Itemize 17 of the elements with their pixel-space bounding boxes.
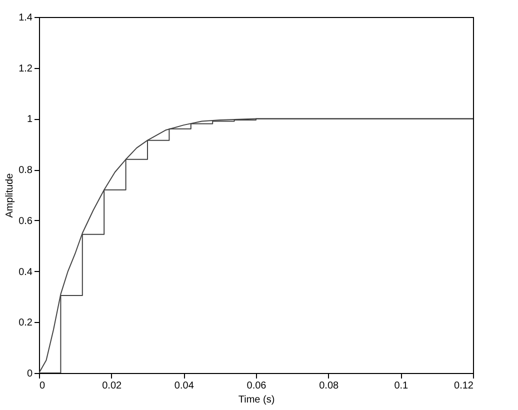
x-tick-label: 0 bbox=[40, 380, 46, 392]
y-tick-label: 0 bbox=[26, 368, 33, 380]
x-tick-label: 0.02 bbox=[102, 380, 122, 392]
y-tick-label: 0.4 bbox=[18, 266, 33, 278]
y-axis-title: Amplitude bbox=[4, 172, 16, 218]
y-tick-label: 1 bbox=[26, 114, 33, 126]
y-tick-label: 1.2 bbox=[18, 63, 33, 74]
x-tick-label: 0.06 bbox=[246, 380, 267, 392]
y-tick-label: 1.4 bbox=[18, 12, 33, 24]
y-tick-label: 0.2 bbox=[18, 318, 33, 329]
x-axis-title: Time (s) bbox=[238, 394, 275, 406]
x-tick-label: 0.04 bbox=[174, 380, 194, 392]
x-tick-label: 0.1 bbox=[394, 380, 409, 392]
x-tick-label: 0.12 bbox=[454, 380, 474, 392]
x-tick-label: 0.08 bbox=[319, 380, 339, 392]
y-tick-label: 0.6 bbox=[18, 216, 33, 227]
y-tick-label: 0.8 bbox=[18, 165, 33, 176]
